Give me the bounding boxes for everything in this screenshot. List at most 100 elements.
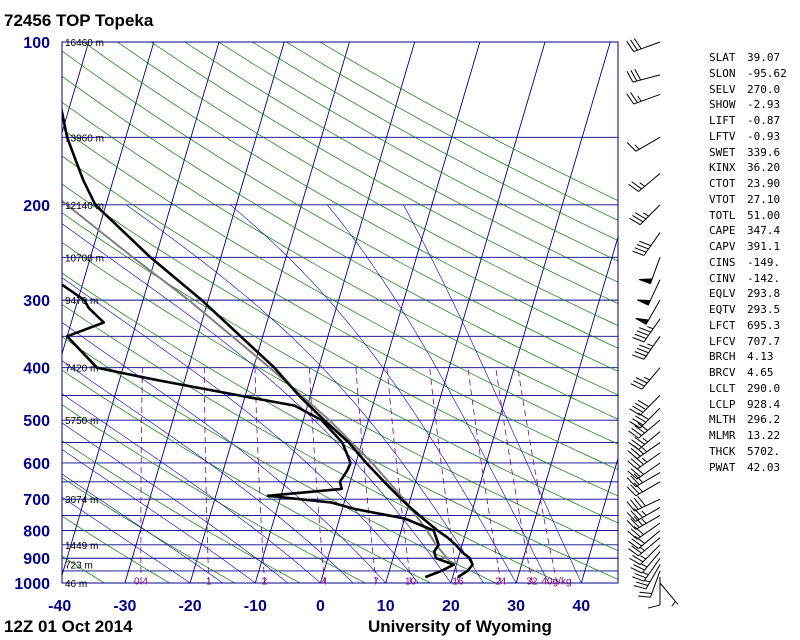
dry-adiabat-330 xyxy=(62,242,618,552)
pressure-label-400: 400 xyxy=(23,361,50,378)
pressure-label-600: 600 xyxy=(23,456,50,473)
dry-adiabat-370 xyxy=(62,128,618,445)
temperature-label--30: -30 xyxy=(113,598,136,615)
index-key: SWET xyxy=(709,145,736,159)
height-label-250: 10700 m xyxy=(65,253,104,264)
moist-adiabat-15 xyxy=(62,277,419,583)
plot-frame xyxy=(61,41,619,584)
height-label-200: 12140 m xyxy=(65,201,104,212)
mixing-ratio-label-2: 2 xyxy=(262,577,268,588)
index-key: CINS xyxy=(709,255,736,269)
mixing-ratio-line-0.4 xyxy=(140,367,143,583)
index-key: CAPE xyxy=(709,224,736,238)
index-key: SELV xyxy=(709,82,736,96)
dry-adiabat-440 xyxy=(184,42,618,283)
wind-barb-875 xyxy=(630,551,661,574)
wind-barb-450 xyxy=(629,395,661,416)
moist-adiabat-25 xyxy=(126,204,484,583)
index-row-mlth: MLTH 296.2 xyxy=(709,412,795,428)
index-key: KINX xyxy=(709,161,736,175)
index-value: 36.20 xyxy=(747,161,781,175)
index-value: 5702. xyxy=(747,444,781,458)
dry-adiabat-270 xyxy=(62,440,301,583)
isotherm--40 xyxy=(62,42,220,577)
wind-barb-500 xyxy=(628,419,661,439)
mixing-ratio-line-1 xyxy=(203,367,210,583)
index-key: CTOT xyxy=(709,177,736,190)
wind-barb-775 xyxy=(627,522,661,540)
height-label-100: 16460 m xyxy=(65,38,104,49)
temperature-label--40: -40 xyxy=(48,598,71,615)
index-key: CAPV xyxy=(709,240,736,253)
height-labels: 16460 m 13960 m 12140 m 10700 m 9470 m 7420 m… xyxy=(65,38,104,590)
mixing-ratio-label-32: 32 xyxy=(526,577,538,588)
wind-barb-950 xyxy=(638,570,661,598)
dry-adiabat-360 xyxy=(62,155,618,471)
mixing-ratio-line-7 xyxy=(355,367,377,583)
wind-barb-475 xyxy=(629,407,661,429)
mixing-ratio-line-32 xyxy=(495,367,533,583)
wind-barb-650 xyxy=(626,481,661,497)
isotherm--70 xyxy=(0,42,23,583)
index-value: 293.8 xyxy=(747,287,781,301)
height-label-700: 3074 m xyxy=(65,495,98,506)
wind-barb-275 xyxy=(637,279,661,306)
mixing-ratio-label-40: 40g/kg xyxy=(542,577,572,588)
height-label-300: 9470 m xyxy=(65,296,98,307)
index-value: 347.4 xyxy=(747,224,781,238)
moist-adiabat--15 xyxy=(62,473,223,583)
dry-adiabat-410 xyxy=(83,42,618,349)
data-source: University of Wyoming xyxy=(368,617,552,636)
temperature-line xyxy=(62,105,474,579)
wind-barb-175 xyxy=(628,173,661,192)
index-key: SLON xyxy=(709,66,736,80)
index-value: 339.6 xyxy=(747,145,781,159)
temperature-label-10: 10 xyxy=(377,598,395,615)
index-row-show: SHOW -2.93 xyxy=(709,97,795,113)
index-value: 928.4 xyxy=(747,397,781,411)
observation-time: 12Z 01 Oct 2014 xyxy=(4,617,133,636)
index-key: SLAT xyxy=(709,51,736,64)
isotherm-0 xyxy=(320,42,481,583)
wind-barb-250 xyxy=(638,257,661,285)
mixing-ratio-line-10 xyxy=(386,367,412,583)
index-row-cinv: CINV -142. xyxy=(709,271,795,287)
index-row-mlmr: MLMR 13.22 xyxy=(709,428,795,444)
isotherm--10 xyxy=(254,42,416,583)
index-row-thck: THCK 5702. xyxy=(709,444,795,460)
index-value: -142. xyxy=(747,271,781,285)
index-key: TOTL xyxy=(709,208,736,222)
moist-adiabat-20 xyxy=(62,223,452,583)
parcel-path-line xyxy=(62,199,454,567)
moist-adiabat--10 xyxy=(62,449,256,583)
dry-adiabat-400 xyxy=(62,50,618,372)
dry-adiabat-350 xyxy=(62,183,618,497)
pressure-label-700: 700 xyxy=(23,492,50,509)
index-row-selv: SELV 270.0 xyxy=(709,82,795,98)
index-key: LCLT xyxy=(709,381,736,395)
index-value: 27.10 xyxy=(747,192,781,206)
dry-adiabat-320 xyxy=(62,272,618,580)
index-key: LIFT xyxy=(709,114,736,127)
mixing-ratio-label-24: 24 xyxy=(495,577,507,588)
wind-barb-100 xyxy=(626,38,661,53)
wind-barb-1000 xyxy=(659,582,679,607)
height-label-1000: 46 m xyxy=(65,579,87,590)
index-value: 4.13 xyxy=(747,350,774,364)
index-row-lclp: LCLP 928.4 xyxy=(709,397,795,413)
index-row-brcv: BRCV 4.65 xyxy=(709,365,795,381)
moist-adiabat-0 xyxy=(62,393,321,583)
moist-adiabat-40 xyxy=(403,204,582,583)
index-key: LFTV xyxy=(709,129,736,143)
index-row-vtot: VTOT 27.10 xyxy=(709,192,795,208)
dry-adiabat-300 xyxy=(62,336,496,583)
index-value: 42.03 xyxy=(747,460,781,474)
pressure-label-500: 500 xyxy=(23,413,50,430)
index-value: 4.65 xyxy=(747,366,774,379)
wind-barb-975 xyxy=(647,577,661,609)
moist-adiabat-5 xyxy=(62,360,354,583)
wind-barb-800 xyxy=(628,530,661,549)
stability-indices-panel: SLAT 39.07 SLON -95.62 SELV 270.0 SHOW -2.93 LIF… xyxy=(709,50,795,475)
pressure-label-900: 900 xyxy=(23,551,50,568)
index-key: BRCV xyxy=(709,366,736,379)
